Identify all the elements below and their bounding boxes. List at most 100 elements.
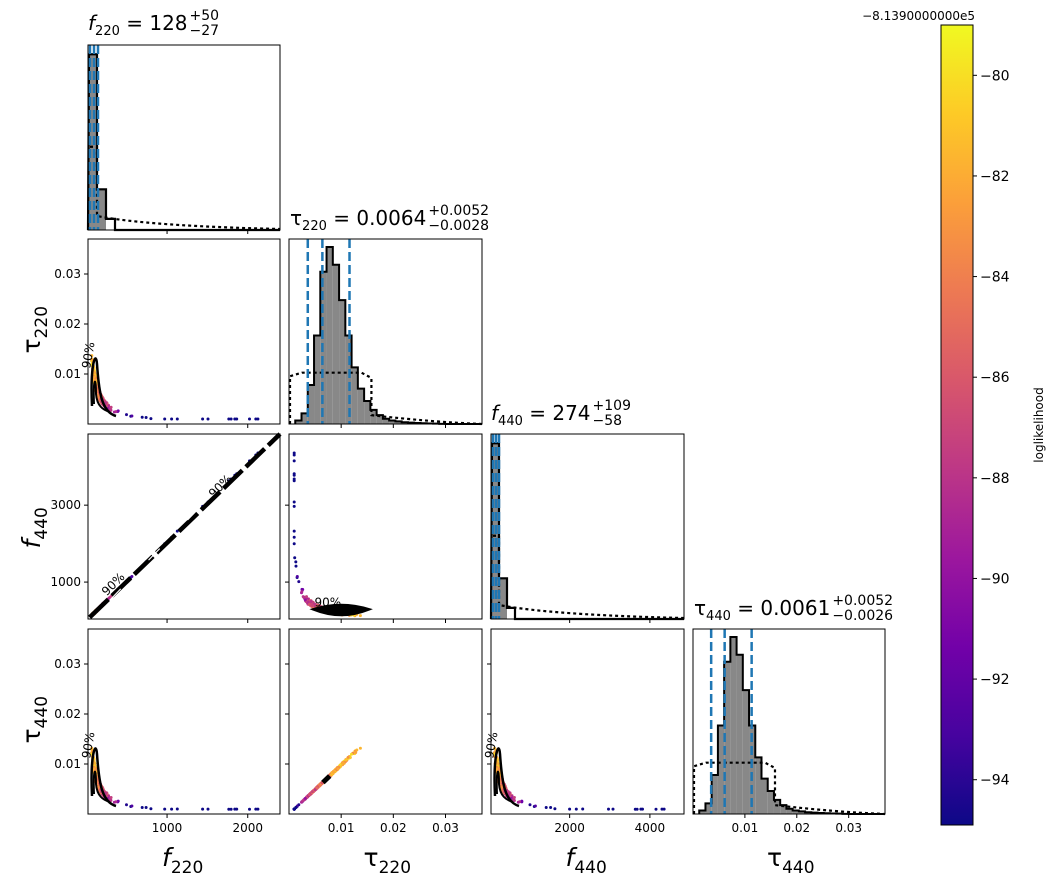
- hist-bar: [326, 247, 333, 424]
- histogram-tau220: [288, 239, 483, 426]
- text-layer: 90%90% 90%90%90%90%1000 2000 0.01 0.02 0.03 20…: [17, 8, 1046, 878]
- scatter-point: [332, 770, 335, 774]
- hist-bar: [307, 385, 315, 424]
- scatter-point: [292, 500, 296, 504]
- scatter-point: [495, 767, 499, 771]
- hist-bar: [97, 189, 106, 230]
- title-lower-error: −0.0026: [832, 608, 893, 624]
- scatter-point: [292, 542, 296, 546]
- scatter-point: [533, 804, 537, 808]
- panel-frame: [288, 238, 483, 425]
- y-axis-label-tau220: τ220: [17, 306, 52, 354]
- scatter-point: [256, 417, 260, 421]
- scatter-point: [130, 804, 134, 808]
- scatter-point: [310, 604, 314, 608]
- scatter-point: [574, 807, 578, 811]
- y-tick-label: 0.01: [54, 757, 81, 771]
- hist-bar: [717, 725, 725, 814]
- scatter-point: [611, 807, 615, 811]
- x-axis-label-f440: f440: [566, 843, 607, 878]
- title-upper-error: +109: [593, 398, 631, 414]
- y-axis-label-tau440: τ440: [17, 696, 52, 744]
- scatter-point: [493, 746, 497, 750]
- x-tick-label: 2000: [554, 821, 585, 835]
- scatter-point: [235, 417, 239, 421]
- hist-bar: [351, 367, 358, 424]
- hist-bar: [301, 413, 308, 424]
- hist-bar: [705, 803, 712, 814]
- scatter-point: [346, 755, 350, 759]
- panel-frame: [490, 628, 685, 815]
- contour-50: [92, 770, 111, 803]
- y-tick-label: 1000: [50, 575, 81, 589]
- contour-label: 90%: [482, 731, 500, 760]
- hist-bar: [339, 300, 346, 424]
- scatter-point: [549, 806, 553, 809]
- contour-label: 90%: [79, 731, 97, 760]
- scatter-point: [235, 807, 239, 811]
- scatter-panel-tau220-f440: [292, 451, 362, 618]
- scatter-point: [303, 598, 307, 602]
- scatter-point: [206, 807, 210, 811]
- colorbar-tick-label: −88: [980, 471, 1010, 487]
- hist-bar: [376, 415, 383, 424]
- scatter-point: [607, 807, 610, 811]
- scatter-point: [248, 417, 251, 421]
- scatter-point: [297, 803, 301, 807]
- colorbar-tick-label: −84: [980, 270, 1010, 286]
- colorbar-tick-label: −82: [980, 169, 1010, 185]
- scatter-point: [528, 803, 532, 807]
- scatter-point: [307, 793, 311, 797]
- scatter-point: [125, 413, 128, 417]
- scatter-point: [518, 800, 522, 804]
- scatter-point: [144, 806, 148, 809]
- hist-outline: [489, 442, 684, 621]
- scatter-point: [292, 535, 296, 539]
- colorbar-tick-label: −80: [980, 68, 1010, 84]
- scatter-point: [358, 746, 362, 750]
- scatter-point: [292, 451, 296, 455]
- scatter-point: [301, 595, 305, 599]
- x-tick-label: 0.01: [732, 821, 759, 835]
- x-tick-label: 2000: [232, 821, 263, 835]
- scatter-point: [163, 807, 167, 811]
- shape-layer: [84, 24, 977, 826]
- scatter-point: [140, 415, 144, 419]
- scatter-point: [310, 790, 314, 794]
- histogram-f440: [489, 434, 685, 621]
- scatter-point: [254, 807, 258, 811]
- scatter-point: [292, 504, 296, 508]
- title-upper-error: +50: [190, 8, 220, 24]
- panel-frame: [692, 628, 886, 815]
- scatter-point: [104, 401, 108, 405]
- scatter-point: [507, 791, 511, 795]
- scatter-point: [306, 600, 310, 604]
- title-lower-error: −58: [593, 413, 623, 429]
- scatter-point: [297, 580, 301, 584]
- hist-bar: [711, 775, 718, 814]
- scatter-point: [130, 414, 134, 418]
- hist-bar: [730, 637, 737, 814]
- colorbar-tick-label: −92: [980, 672, 1010, 688]
- scatter-point: [641, 807, 644, 811]
- scatter-panel-f220-tau220: [90, 354, 260, 421]
- scatter-point: [662, 807, 666, 811]
- scatter-point: [227, 417, 231, 421]
- scatter-point: [92, 375, 96, 379]
- scatter-point: [130, 575, 134, 578]
- x-axis-label-tau440: τ440: [767, 843, 815, 878]
- y-tick-label: 0.03: [54, 657, 81, 671]
- scatter-point: [114, 410, 118, 414]
- scatter-point: [229, 417, 233, 421]
- contour-90: [88, 432, 282, 620]
- y-tick-label: 0.03: [54, 267, 81, 281]
- scatter-point: [330, 773, 333, 777]
- scatter-point: [256, 807, 260, 811]
- title-lower-error: −27: [190, 23, 220, 39]
- title-lower-error: −0.0028: [428, 218, 489, 234]
- panel-frame: [87, 44, 281, 231]
- scatter-panel-f220-tau440: [90, 746, 260, 811]
- hist-bar: [370, 409, 377, 424]
- panel-frame: [87, 628, 281, 815]
